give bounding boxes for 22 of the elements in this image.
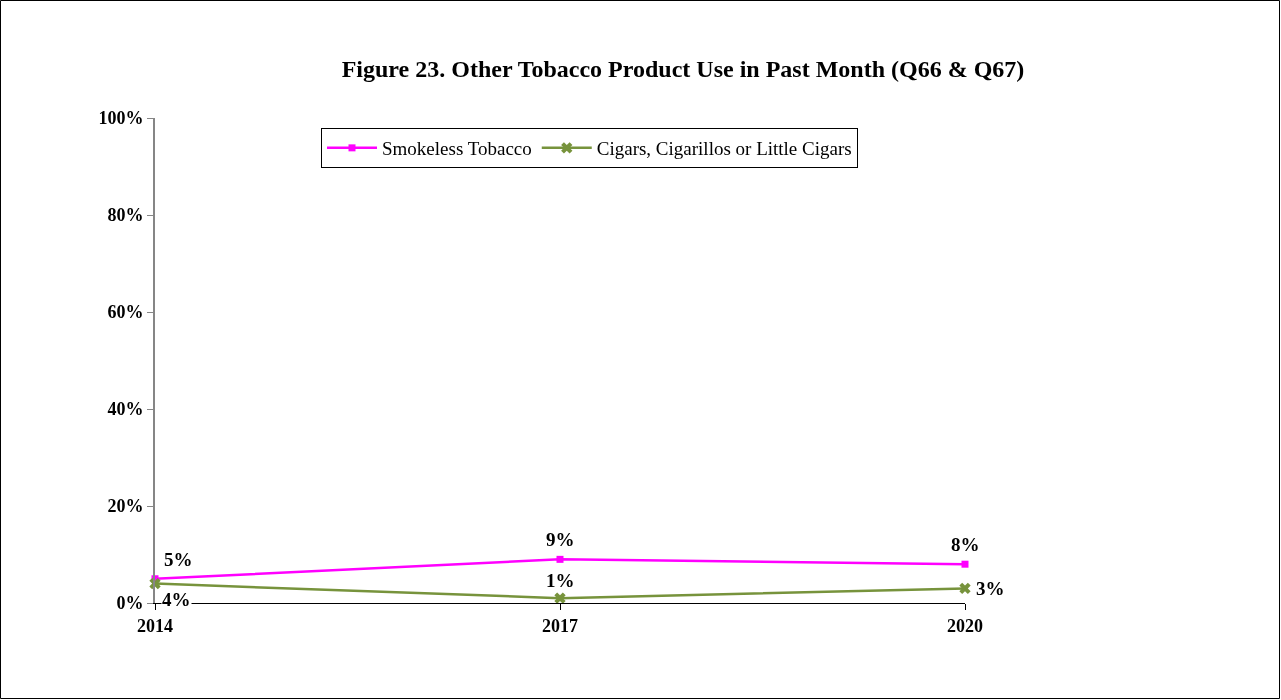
data-label: 9% [546,529,575,550]
x-tick-label: 2020 [947,615,983,636]
data-label: 5% [164,549,193,570]
y-tick-label: 60% [107,302,144,323]
data-label: 1% [546,570,575,591]
y-tick-label: 40% [107,399,144,420]
point [556,555,564,563]
x-tick-label: 2014 [137,615,173,636]
y-tick-label: 100% [98,108,144,129]
y-tick-label: 0% [116,593,144,614]
y-tick-label: 20% [107,496,144,517]
x-tick-label: 2017 [542,615,578,636]
data-label: 8% [951,534,980,555]
y-tick-label: 80% [107,205,144,226]
chart-title: Figure 23. Other Tobacco Product Use in Past Month (Q66 & Q67) [341,56,1025,83]
data-label: 3% [976,578,1005,599]
point [959,582,971,595]
point [961,560,969,568]
legend-label: Smokeless Tobacco [382,138,532,160]
data-label: 4% [162,589,191,610]
point [554,592,566,604]
legend-label: Cigars, Cigarillos or Little Cigars [596,138,852,160]
